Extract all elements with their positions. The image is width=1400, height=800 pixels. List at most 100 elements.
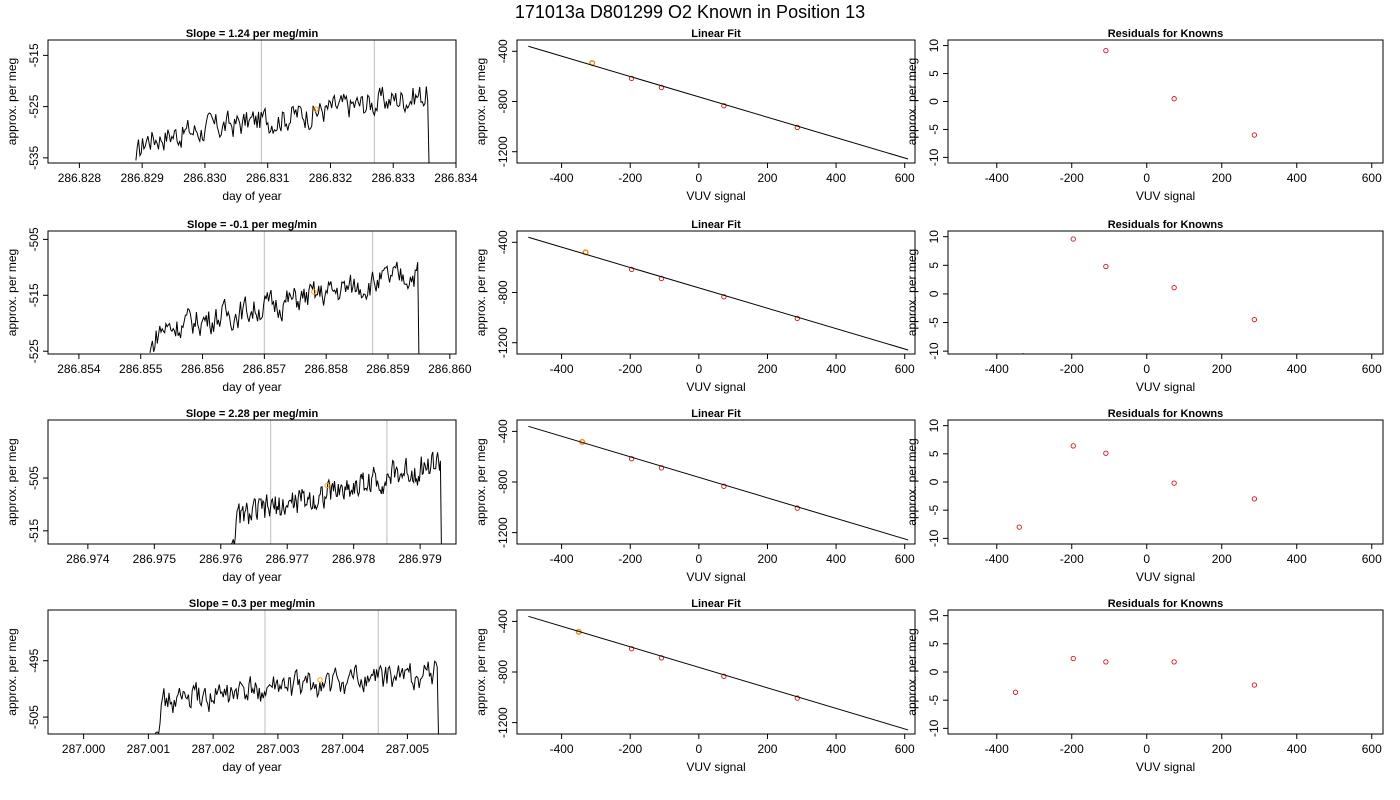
y-tick-label: -400: [496, 230, 510, 254]
x-tick-label: 286.976: [199, 552, 243, 566]
x-tick-label: 600: [1362, 171, 1382, 185]
x-tick-label: 0: [1143, 742, 1150, 756]
x-tick-label: 0: [1143, 362, 1150, 376]
y-tick-label: -10: [927, 342, 941, 360]
y-tick-label: -10: [927, 529, 941, 547]
y-tick-label: 0: [927, 668, 941, 675]
panel-title: Linear Fit: [691, 28, 741, 40]
x-tick-label: 400: [826, 171, 846, 185]
x-tick-label: 200: [1212, 742, 1232, 756]
x-axis-label: VUV signal: [1136, 380, 1195, 394]
plot-area: [1020, 236, 1258, 354]
x-tick-label: 286.831: [246, 171, 290, 185]
y-tick-label: -800: [496, 660, 510, 684]
y-tick-label: -525: [27, 339, 41, 363]
y-tick-label: -535: [27, 146, 41, 170]
panel-r1-c2: Linear Fit -400 -200 0 200 400 600 -400 -800 -120…: [474, 28, 916, 203]
y-tick-label: 10: [927, 609, 941, 623]
data-point: [721, 294, 727, 300]
y-tick-label: -1200: [496, 707, 510, 738]
plot-area: [230, 420, 442, 544]
y-axis-label: approx. per meg: [5, 628, 19, 715]
y-tick-label: 10: [927, 39, 941, 53]
y-tick-label: -5: [927, 505, 941, 516]
y-tick-label: -515: [27, 43, 41, 67]
x-tick-label: 600: [895, 362, 915, 376]
x-tick-label: 286.979: [398, 552, 442, 566]
plot-frame: [947, 39, 1384, 164]
y-axis-label: approx. per meg: [5, 58, 19, 145]
x-tick-label: 286.829: [120, 171, 164, 185]
x-tick-label: 287.002: [191, 742, 235, 756]
panel-title: Slope = 2.28 per meg/min: [186, 408, 319, 420]
y-axis-label: approx. per meg: [474, 249, 488, 336]
data-point: [1016, 524, 1022, 530]
y-tick-label: -505: [27, 227, 41, 251]
x-tick-label: -200: [618, 552, 642, 566]
highlight-point: [582, 249, 589, 256]
y-tick-label: -5: [927, 124, 941, 135]
panel-title: Residuals for Knowns: [1108, 219, 1224, 231]
fit-line: [528, 45, 909, 160]
panel-r3-c2: Linear Fit -400 -200 0 200 400 600 -400 -800 -120…: [474, 408, 916, 584]
data-point: [1070, 236, 1076, 242]
data-point: [658, 84, 665, 91]
panel-r4-c2: Linear Fit -400 -200 0 200 400 600 -400 -800 -120…: [474, 598, 916, 774]
marker-point: [317, 677, 323, 683]
y-tick-label: -800: [496, 280, 510, 304]
y-tick-label: -5: [927, 317, 941, 328]
plot-area: [1012, 655, 1258, 695]
panel-r1-c3: Residuals for Knowns -400 -200 0 200 400 600 10…: [905, 28, 1384, 203]
x-tick-label: -200: [1060, 552, 1084, 566]
panel-r2-c2: Linear Fit -400 -200 0 200 400 600 -400 -800 -120…: [474, 219, 916, 394]
plot-frame: [47, 609, 457, 735]
panel-r4-c3: Residuals for Knowns -400 -200 0 200 400 600 10…: [905, 598, 1384, 774]
x-tick-label: 287.000: [62, 742, 106, 756]
plot-frame: [947, 230, 1384, 355]
panel-r3-c1: Slope = 2.28 per meg/min 286.974 286.975 28…: [5, 408, 457, 584]
y-axis-label: approx. per meg: [5, 438, 19, 525]
y-tick-label: -800: [496, 89, 510, 113]
x-tick-label: 200: [757, 552, 777, 566]
data-point: [1012, 689, 1019, 695]
x-tick-label: 200: [757, 362, 777, 376]
series-line: [154, 660, 439, 734]
x-tick-label: -200: [1060, 742, 1084, 756]
data-point: [1070, 443, 1076, 449]
x-tick-label: 400: [1287, 362, 1307, 376]
panel-title: Linear Fit: [691, 408, 741, 420]
x-tick-label: 286.860: [428, 362, 472, 376]
x-tick-label: 0: [1143, 171, 1150, 185]
panel-title: Slope = 1.24 per meg/min: [186, 28, 319, 40]
marker-point: [311, 289, 317, 295]
x-tick-label: 286.974: [66, 552, 110, 566]
panel-title: Residuals for Knowns: [1108, 28, 1224, 40]
figure-title: 171013a D801299 O2 Known in Position 13: [515, 2, 865, 22]
x-tick-label: 600: [895, 552, 915, 566]
x-tick-label: -200: [1060, 171, 1084, 185]
panel-title: Linear Fit: [691, 598, 741, 610]
x-tick-label: 287.003: [256, 742, 300, 756]
x-tick-label: 0: [1143, 552, 1150, 566]
x-tick-label: 600: [1362, 552, 1382, 566]
y-tick-label: 5: [927, 640, 941, 647]
plot-frame: [47, 230, 457, 355]
x-tick-label: -400: [985, 552, 1009, 566]
y-tick-label: 0: [927, 478, 941, 485]
x-tick-label: 200: [1212, 552, 1232, 566]
series-line: [149, 261, 420, 354]
panel-r4-c1: Slope = 0.3 per meg/min 287.000 287.001 287…: [5, 598, 457, 774]
fit-line: [528, 615, 909, 731]
plot-area: [1103, 47, 1258, 138]
y-axis-label: approx. per meg: [474, 58, 488, 145]
panel-title: Linear Fit: [691, 219, 741, 231]
y-tick-label: -400: [496, 39, 510, 63]
y-tick-label: -400: [496, 609, 510, 633]
x-tick-label: 0: [696, 171, 703, 185]
data-point: [794, 315, 800, 322]
x-tick-label: 286.830: [183, 171, 227, 185]
data-point: [658, 275, 665, 282]
plot-frame: [516, 609, 916, 735]
x-axis-label: VUV signal: [1136, 570, 1195, 584]
